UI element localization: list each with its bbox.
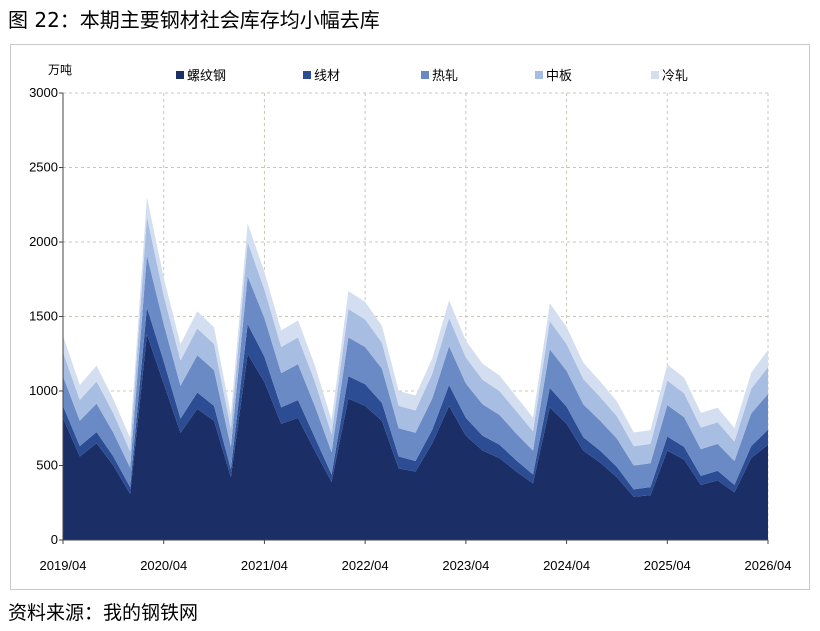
- legend-item: 冷轧: [651, 69, 688, 84]
- chart-frame: [10, 44, 810, 590]
- legend-swatch: [651, 71, 659, 79]
- legend-swatch: [421, 71, 429, 79]
- area-series-4: [63, 216, 768, 468]
- y-tick-label: 500: [36, 458, 58, 473]
- axes: 0 500 1000 1500 2000 2500 3000 2019/04 2020/04 20…: [29, 85, 791, 573]
- legend-item: 热轧: [421, 69, 458, 84]
- y-tick-label: 0: [51, 532, 58, 547]
- legend-item: 螺纹钢: [176, 69, 226, 84]
- x-tick-label: 2025/04: [644, 558, 691, 573]
- legend-label: 线材: [314, 69, 340, 84]
- x-tick-label: 2026/04: [745, 558, 792, 573]
- x-tick-label: 2023/04: [442, 558, 489, 573]
- area-series-3: [63, 255, 768, 490]
- legend-swatch: [535, 71, 543, 79]
- y-tick-label: 2000: [29, 234, 58, 249]
- area-series: [63, 197, 768, 540]
- legend-swatch: [176, 71, 184, 79]
- legend-label: 中板: [546, 69, 572, 84]
- x-tick-label: 2021/04: [241, 558, 288, 573]
- area-series-1: [63, 334, 768, 540]
- stacked-area-chart: 0 500 1000 1500 2000 2500 3000 2019/04 2020/04 20…: [29, 63, 791, 573]
- legend: 螺纹钢 线材 热轧 中板 冷轧: [176, 69, 688, 84]
- x-tick-label: 2020/04: [140, 558, 187, 573]
- y-tick-label: 1500: [29, 309, 58, 324]
- y-tick-label: 3000: [29, 85, 58, 100]
- legend-swatch: [303, 71, 311, 79]
- y-axis-unit-label: 万吨: [48, 63, 72, 77]
- y-tick-label: 2500: [29, 160, 58, 175]
- area-series-2: [63, 307, 768, 497]
- x-tick-label: 2024/04: [543, 558, 590, 573]
- legend-label: 冷轧: [662, 69, 688, 84]
- y-tick-label: 1000: [29, 383, 58, 398]
- x-tick-label: 2022/04: [342, 558, 389, 573]
- figure-title: 图 22：本期主要钢材社会库存均小幅去库: [8, 8, 380, 32]
- source-note: 资料来源：我的钢铁网: [8, 602, 199, 624]
- legend-label: 螺纹钢: [187, 69, 226, 84]
- area-series-5: [63, 197, 768, 452]
- legend-item: 线材: [303, 69, 340, 84]
- x-tick-label: 2019/04: [40, 558, 87, 573]
- legend-item: 中板: [535, 69, 572, 84]
- legend-label: 热轧: [432, 69, 458, 84]
